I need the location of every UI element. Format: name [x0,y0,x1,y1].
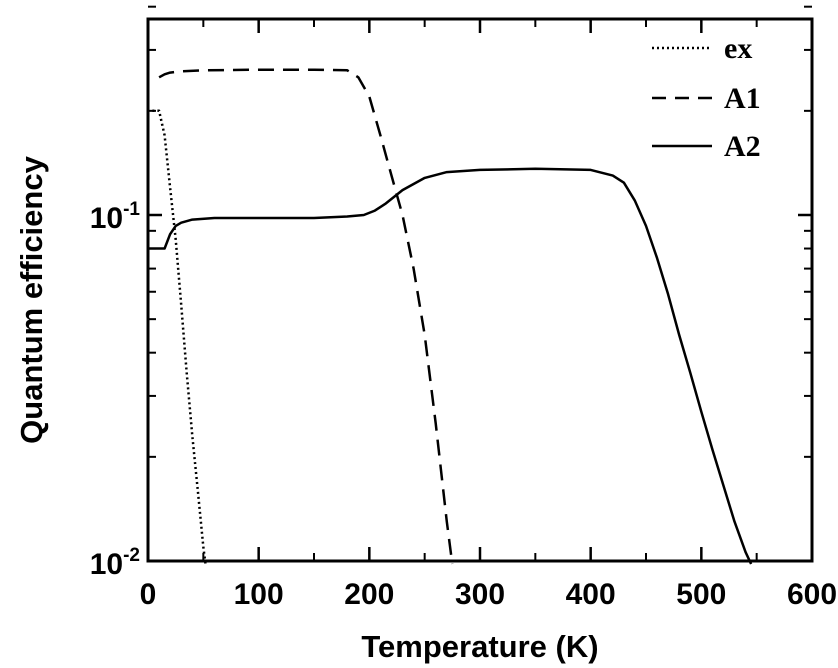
series-layer [148,68,753,565]
axis-ticks [146,5,814,563]
x-tick-label: 500 [676,578,726,611]
x-tick-label: 200 [344,578,394,611]
x-tick-label: 0 [140,578,157,611]
x-tick-label: 100 [234,578,284,611]
x-tick-label: 400 [566,578,616,611]
x-axis-title: Temperature (K) [361,629,598,664]
y-axis-title: Quantum efficiency [14,155,49,443]
legend-label-A2: A2 [724,130,761,163]
series-line-A2 [148,167,753,565]
y-tick-label: 10-2 [90,545,140,581]
plot-frame [146,17,814,563]
x-tick-label: 600 [787,578,837,611]
y-tick-label: 10-1 [90,199,141,235]
y-tick-labels: 10-2 10-1 [90,199,141,581]
series-line-A1 [158,68,454,565]
legend: ex A1 A2 [652,32,761,163]
legend-label-A1: A1 [724,82,761,115]
legend-label-ex: ex [724,32,752,65]
series-line-ex [152,109,207,565]
x-tick-label: 300 [455,578,505,611]
x-tick-labels: 0 100 200 300 400 500 600 [140,578,837,611]
